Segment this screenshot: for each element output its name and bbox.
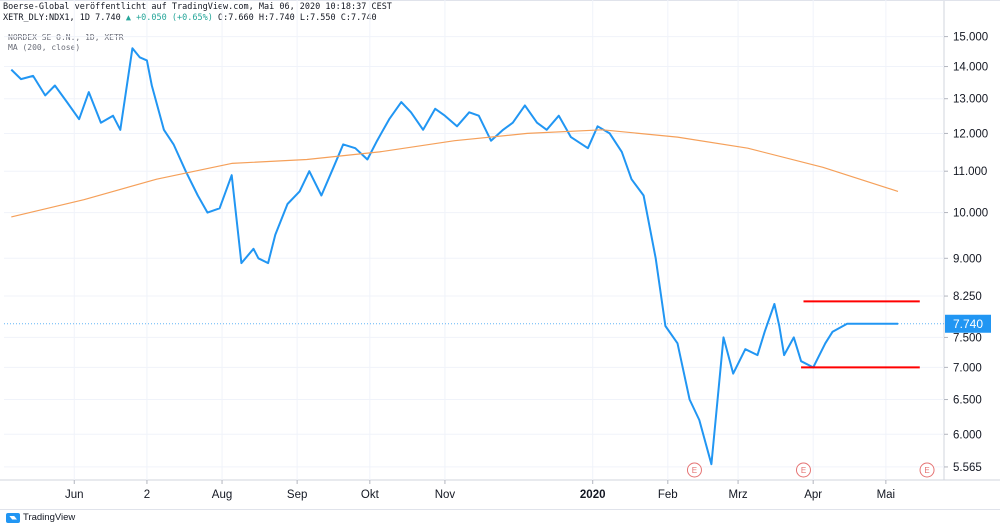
y-tick-label: 11.000 [953,166,987,178]
y-tick-label: 14.000 [953,62,988,74]
tradingview-logo-icon [6,512,20,523]
y-tick-label: 8.250 [953,291,982,303]
footer-brand: TradingView [23,512,76,523]
y-tick-label: 6.000 [953,429,982,441]
x-tick-label: Okt [361,489,380,501]
y-tick-label: 6.500 [953,395,982,407]
ma-legend[interactable]: MA (200, close) [8,43,81,52]
chart-legend: NORDEX SE O.N., 1D, XETR MA (200, close) [8,33,124,53]
symbol-legend[interactable]: NORDEX SE O.N., 1D, XETR [8,33,124,42]
ma-line [11,129,899,218]
x-axis: Jun 2 Aug Sep Okt Nov 2020 Feb Mrz Apr Mai [65,480,895,501]
x-tick-label: Jun [65,489,84,501]
x-tick-label: Mrz [728,489,747,501]
chart-annotations [801,300,920,369]
ticker-label: XETR_DLY:NDX1, 1D 7.740 [3,13,121,23]
y-tick-label: 12.000 [953,128,988,140]
publisher-line: Boerse-Global veröffentlicht auf Trading… [3,2,392,12]
last-price-label: 7.740 [953,317,983,331]
x-tick-label: Sep [287,489,307,501]
last-price-tag [945,314,991,333]
x-tick-label: Feb [658,489,678,501]
footer: TradingView [6,512,75,523]
y-axis: 15.000 14.000 13.000 12.000 11.000 10.000 9.00… [944,32,991,474]
chart-grid [0,0,1000,510]
x-tick-label: 2020 [580,489,606,501]
y-tick-label: 10.000 [953,208,988,220]
change-label: ▲ +0.050 (+0.65%) [125,13,213,23]
y-tick-label: 7.500 [953,332,982,344]
x-tick-label: Apr [804,489,822,501]
earnings-marker-label: E [924,466,929,475]
earnings-marker-icon [919,462,935,478]
y-tick-label: 9.000 [953,253,982,265]
earnings-marker-icon [686,462,702,478]
chart-lines [4,47,944,466]
y-tick-label: 5.565 [953,462,982,474]
earnings-marker-label: E [801,466,806,475]
y-tick-label: 13.000 [953,94,988,106]
x-tick-label: Nov [435,489,456,501]
price-line [10,47,898,466]
x-tick-label: 2 [144,489,150,501]
x-tick-label: Mai [877,489,896,501]
earnings-marker-icon [795,462,811,478]
x-tick-label: Aug [212,489,232,501]
y-tick-label: 15.000 [953,32,988,44]
y-tick-label: 7.000 [953,362,982,374]
earnings-marker-label: E [692,466,697,475]
